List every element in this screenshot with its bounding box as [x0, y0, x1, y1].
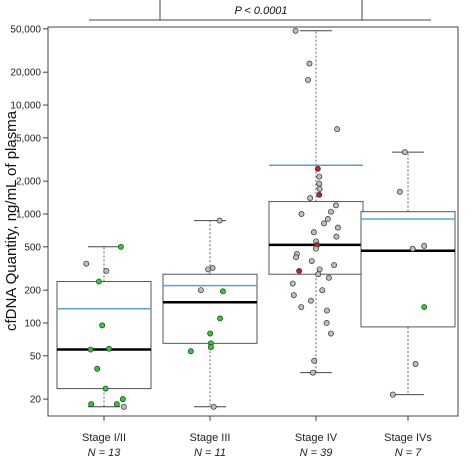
y-tick-label: 100	[24, 318, 41, 329]
data-point	[310, 229, 317, 236]
y-tick-label: 50,000	[10, 24, 41, 35]
box-group	[268, 27, 364, 376]
data-point	[315, 271, 322, 278]
y-tick-label: 200	[24, 286, 41, 297]
data-point	[312, 245, 319, 252]
iqr-box	[268, 201, 364, 275]
plot-frame	[47, 26, 459, 417]
data-point	[88, 401, 95, 408]
data-point	[307, 195, 314, 202]
data-point	[316, 180, 323, 187]
data-point	[319, 287, 326, 294]
x-n-label: N = 39	[300, 447, 333, 459]
data-point	[205, 266, 212, 273]
data-point	[210, 403, 217, 410]
significance-bracket: P < 0.0001	[89, 0, 431, 21]
data-point	[409, 245, 416, 252]
data-point	[298, 304, 305, 310]
y-tick-label: 500	[24, 242, 41, 253]
data-point	[316, 173, 323, 180]
data-point	[103, 268, 110, 274]
data-point	[289, 280, 296, 287]
data-point	[323, 307, 330, 314]
y-axis: 20 50 100 200 500 1,000 2,000 5,000 10,000 20,000…	[10, 24, 48, 406]
box-group	[360, 149, 456, 398]
data-point	[333, 233, 340, 240]
x-category-label: Stage III	[190, 432, 231, 444]
data-point	[421, 242, 428, 249]
data-point	[331, 262, 338, 268]
data-point	[323, 320, 330, 326]
data-point	[316, 266, 323, 273]
y-tick-label: 20	[30, 395, 42, 406]
boxes-layer	[56, 27, 456, 410]
data-point	[314, 165, 321, 172]
data-point	[307, 297, 314, 304]
data-point	[207, 344, 214, 351]
y-tick-label: 20,000	[10, 68, 41, 79]
data-point	[389, 391, 396, 398]
data-point	[293, 254, 300, 261]
data-point	[292, 27, 299, 34]
data-point	[333, 202, 339, 209]
data-point	[113, 401, 120, 408]
y-tick-label: 2,000	[16, 177, 41, 188]
data-point	[95, 278, 102, 285]
data-point	[308, 258, 315, 264]
y-tick-label: 50	[30, 351, 42, 362]
data-point	[106, 345, 112, 352]
data-point	[396, 188, 403, 195]
data-point	[325, 274, 332, 281]
data-point	[217, 315, 224, 322]
x-n-label: N = 13	[88, 447, 122, 459]
y-tick-label: 5,000	[16, 133, 41, 144]
x-n-label: N = 7	[395, 447, 422, 459]
data-point	[296, 268, 303, 274]
data-point	[334, 126, 341, 133]
box-group	[56, 243, 152, 410]
data-point	[83, 260, 90, 267]
data-point	[298, 211, 305, 217]
x-category-label: Stage I/II	[82, 432, 126, 444]
data-point	[316, 191, 323, 198]
data-point	[305, 76, 312, 83]
x-n-label: N = 11	[194, 447, 226, 459]
data-point	[328, 208, 334, 215]
data-point	[401, 149, 408, 156]
data-point	[421, 304, 428, 310]
data-point	[207, 330, 214, 337]
data-point	[320, 220, 327, 227]
data-point	[102, 385, 109, 392]
data-point	[328, 330, 334, 337]
y-axis-title: cfDNA Quantity, ng/mL of plasma	[3, 110, 20, 331]
data-point	[117, 243, 124, 250]
data-point	[310, 369, 316, 376]
data-point	[119, 396, 126, 403]
data-point	[197, 287, 204, 294]
data-point	[219, 288, 226, 295]
data-point	[87, 346, 94, 353]
box-group	[162, 217, 258, 410]
data-point	[94, 365, 101, 372]
x-category-label: Stage IV	[295, 432, 338, 444]
iqr-box	[56, 281, 152, 390]
data-point	[99, 322, 106, 329]
data-point	[187, 348, 194, 355]
y-tick-label: 1,000	[16, 209, 41, 220]
data-point	[334, 224, 341, 231]
data-point	[412, 361, 419, 367]
data-point	[311, 357, 318, 364]
iqr-box	[360, 211, 456, 328]
data-point	[120, 403, 127, 410]
y-tick-label: 10,000	[10, 101, 41, 112]
data-point	[216, 217, 223, 224]
p-value-label: P < 0.0001	[234, 5, 287, 17]
data-point	[316, 185, 323, 192]
data-point	[306, 60, 313, 67]
x-category-label: Stage IVs	[384, 432, 432, 444]
data-point	[324, 216, 331, 222]
x-axis: Stage I/II N = 13 Stage III N = 11 Stage IV N…	[82, 416, 432, 459]
data-point	[290, 292, 297, 299]
